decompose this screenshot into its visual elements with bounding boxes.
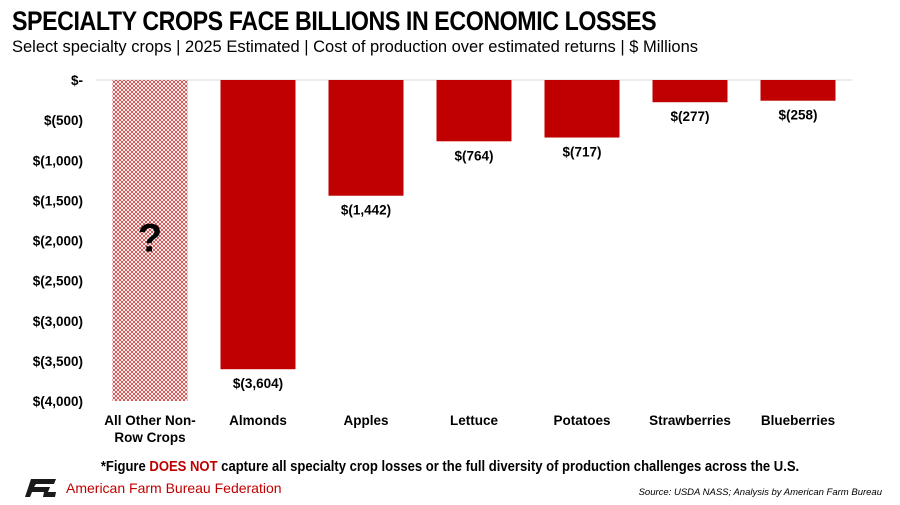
y-tick-label: $- bbox=[71, 73, 83, 88]
data-label: $(3,604) bbox=[233, 376, 283, 391]
x-tick-label: Row Crops bbox=[114, 430, 185, 445]
bar-chart: $- $(500) $(1,000) $(1,500) $(2,000) $(2,500)… bbox=[33, 73, 852, 445]
y-tick-label: $(3,000) bbox=[33, 314, 83, 329]
y-tick-label: $(1,500) bbox=[33, 193, 83, 208]
data-label: $(764) bbox=[454, 148, 493, 163]
data-label: $(717) bbox=[562, 145, 601, 160]
data-label: $(258) bbox=[778, 108, 817, 123]
afbf-logo: American Farm Bureau Federation bbox=[22, 477, 282, 499]
y-tick-label: $(500) bbox=[44, 113, 83, 128]
org-name: American Farm Bureau Federation bbox=[66, 480, 282, 496]
bar bbox=[760, 80, 836, 101]
x-tick-label: Almonds bbox=[229, 413, 287, 428]
x-tick-label: Potatoes bbox=[553, 413, 610, 428]
bar bbox=[328, 80, 404, 196]
bar-series bbox=[112, 80, 836, 401]
afbf-mark-icon bbox=[25, 479, 56, 497]
bar bbox=[220, 80, 296, 370]
x-axis-labels: All Other Non- Row Crops Almonds Apples Lett… bbox=[104, 413, 835, 445]
x-tick-label: Apples bbox=[343, 413, 388, 428]
chart-subtitle: Select specialty crops | 2025 Estimated … bbox=[12, 38, 699, 56]
x-tick-label: All Other Non- bbox=[104, 413, 196, 428]
x-tick-label: Blueberries bbox=[761, 413, 835, 428]
bar bbox=[544, 80, 620, 138]
x-tick-label: Strawberries bbox=[649, 413, 731, 428]
x-tick-label: Lettuce bbox=[450, 413, 499, 428]
y-tick-label: $(3,500) bbox=[33, 354, 83, 369]
bar bbox=[436, 80, 512, 142]
footnote: *Figure DOES NOT capture all specialty c… bbox=[45, 459, 855, 475]
y-tick-label: $(2,000) bbox=[33, 234, 83, 249]
footnote-emphasis: DOES NOT bbox=[149, 459, 218, 475]
y-tick-label: $(4,000) bbox=[33, 394, 83, 409]
data-labels: ? $(3,604) $(1,442) $(764) $(717) $(277) $(258… bbox=[138, 108, 818, 392]
y-axis: $- $(500) $(1,000) $(1,500) $(2,000) $(2,500)… bbox=[33, 73, 83, 409]
y-tick-label: $(2,500) bbox=[33, 274, 83, 289]
bar-unknown bbox=[112, 80, 188, 401]
bar bbox=[652, 80, 728, 103]
footnote-suffix: capture all specialty crop losses or the… bbox=[217, 459, 800, 475]
data-label: ? bbox=[138, 217, 162, 261]
y-tick-label: $(1,000) bbox=[33, 153, 83, 168]
footnote-prefix: *Figure bbox=[100, 459, 150, 475]
chart-title: SPECIALTY CROPS FACE BILLIONS IN ECONOMI… bbox=[12, 6, 657, 36]
data-label: $(1,442) bbox=[341, 203, 391, 218]
source-note: Source: USDA NASS; Analysis by American … bbox=[638, 487, 882, 498]
data-label: $(277) bbox=[670, 109, 709, 124]
